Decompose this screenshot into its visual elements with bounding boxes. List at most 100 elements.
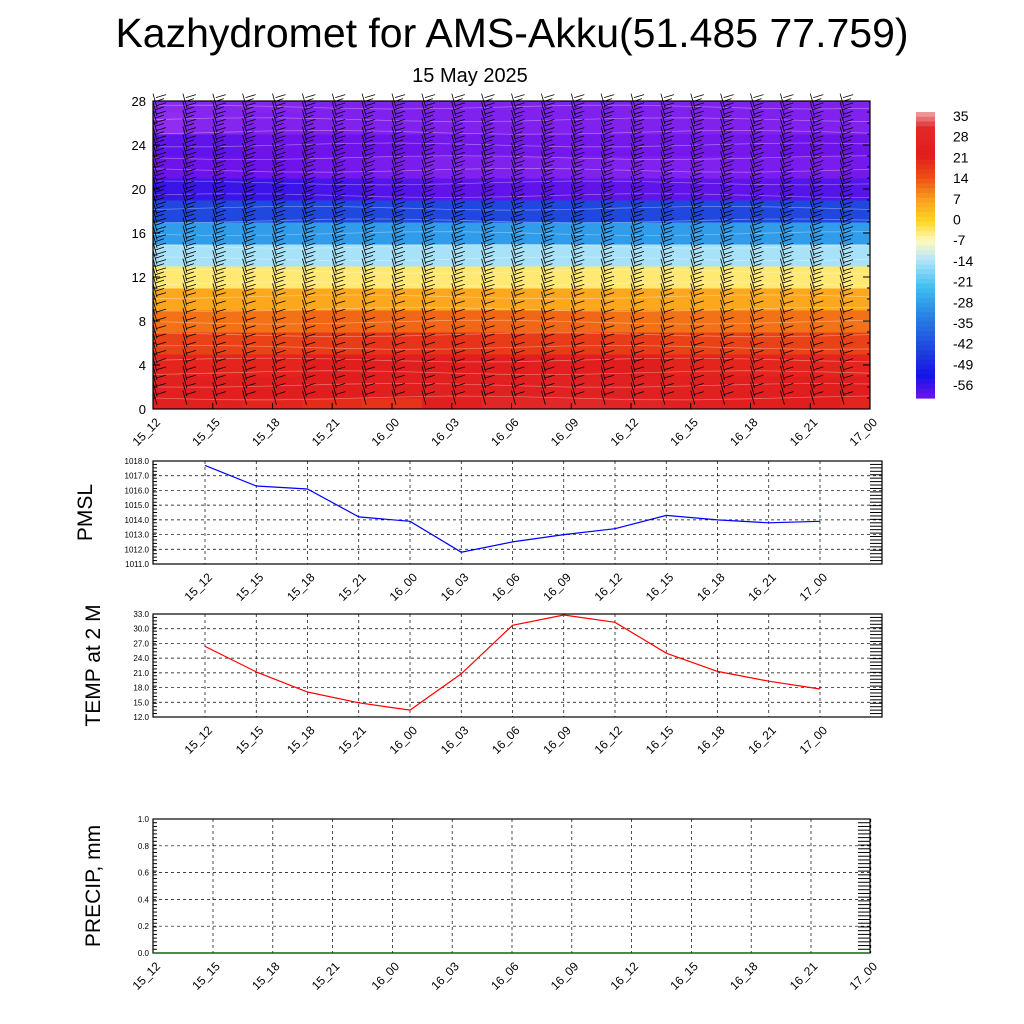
- wind-barb: [809, 225, 824, 240]
- xtick-label: 16_00: [369, 959, 403, 993]
- wind-barb: [630, 142, 645, 158]
- heatmap-cell: [541, 111, 602, 135]
- wind-barb: [809, 373, 824, 389]
- wind-barb: [600, 291, 615, 306]
- wind-barb: [690, 126, 704, 141]
- colorbar-swatch: [916, 269, 935, 275]
- wind-barb: [451, 126, 465, 141]
- wind-barb: [839, 101, 854, 117]
- heatmap-cell: [242, 101, 303, 113]
- wind-barb: [361, 316, 376, 331]
- colorbar-swatch: [916, 231, 935, 237]
- wind-barb: [182, 159, 197, 174]
- xtick-label: 15_12: [182, 723, 216, 757]
- wind-barb: [570, 316, 585, 331]
- wind-barb: [570, 307, 585, 323]
- heatmap-cell: [840, 221, 870, 245]
- wind-barb: [302, 192, 316, 207]
- wind-barb: [421, 382, 436, 397]
- wind-barb: [451, 175, 465, 191]
- wind-barb: [212, 175, 226, 191]
- colorbar-swatch: [916, 226, 935, 232]
- heatmap-cell: [780, 353, 841, 377]
- wind-barb: [839, 274, 854, 290]
- wind-barb: [600, 109, 615, 125]
- wind-barb: [511, 316, 525, 331]
- wind-barb: [780, 274, 794, 290]
- wind-barb: [242, 390, 256, 405]
- wind-barb: [331, 332, 346, 348]
- wind-barb: [600, 307, 615, 323]
- wind-barb: [600, 225, 615, 240]
- wind-barb: [391, 283, 406, 298]
- wind-barb: [511, 390, 525, 405]
- heatmap-cell: [541, 309, 602, 333]
- wind-barb: [780, 266, 794, 282]
- wind-barb: [391, 208, 406, 224]
- wind-barb: [272, 142, 286, 158]
- wind-barb: [570, 274, 585, 290]
- wind-barb: [242, 233, 256, 248]
- wind-barb: [451, 101, 465, 117]
- wind-barb: [272, 225, 286, 240]
- wind-barb: [690, 142, 704, 158]
- isotherm-line: [152, 243, 871, 249]
- wind-barb: [481, 349, 495, 364]
- heatmap-cell: [302, 375, 363, 399]
- wind-barb: [541, 192, 555, 207]
- isotherm-line: [152, 382, 871, 388]
- wind-barb: [302, 184, 316, 199]
- wind-barb: [630, 225, 645, 240]
- wind-barb: [451, 192, 465, 207]
- wind-barb: [391, 217, 406, 232]
- wind-barb: [511, 151, 525, 166]
- wind-barb: [511, 340, 525, 356]
- colorbar-swatch: [916, 112, 935, 118]
- wind-barb: [660, 365, 675, 381]
- wind-barb: [690, 291, 704, 306]
- wind-barb: [182, 299, 197, 315]
- wind-barb: [780, 126, 794, 141]
- wind-barb: [212, 274, 226, 290]
- wind-barb: [780, 382, 794, 397]
- heatmap-cell: [660, 101, 722, 113]
- xtick-label: 16_18: [694, 570, 728, 604]
- wind-barb: [391, 357, 406, 372]
- wind-barb: [481, 208, 495, 224]
- heatmap-cell: [481, 177, 542, 201]
- heatmap-cells: [153, 101, 870, 409]
- wind-barb: [361, 184, 376, 199]
- wind-barb: [272, 340, 286, 356]
- heatmap-ytick-label: 0: [139, 402, 146, 417]
- wind-barb: [212, 151, 226, 166]
- heatmap-xtick-label: 15_12: [130, 415, 164, 449]
- heatmap-cell: [840, 265, 870, 289]
- wind-barb: [720, 217, 734, 232]
- wind-barb: [182, 283, 197, 298]
- wind-barb: [391, 382, 406, 397]
- ytick-label: 1011.0: [125, 560, 149, 569]
- wind-barb: [331, 357, 346, 372]
- heatmap-cell: [840, 133, 870, 157]
- wind-barb: [570, 340, 585, 356]
- wind-barb: [212, 250, 226, 265]
- heatmap-cell: [541, 177, 602, 201]
- wind-barb: [302, 241, 316, 257]
- isotherm-line: [152, 104, 871, 110]
- wind-barb: [600, 390, 615, 405]
- wind-barb: [780, 332, 794, 348]
- wind-barb: [809, 167, 824, 183]
- ytick-label: 0.2: [138, 922, 150, 931]
- wind-barb: [331, 316, 346, 331]
- colorbar-swatch: [916, 307, 935, 313]
- wind-barb: [302, 167, 316, 183]
- colorbar-swatch: [916, 378, 935, 385]
- colorbar-swatch: [916, 293, 935, 299]
- heatmap-cell: [481, 155, 542, 179]
- heatmap-cell: [153, 133, 184, 157]
- wind-barb: [361, 175, 376, 191]
- ytick-label: 15.0: [133, 698, 149, 707]
- wind-barb: [839, 192, 854, 207]
- wind-barb: [630, 192, 645, 207]
- wind-barb: [690, 101, 704, 117]
